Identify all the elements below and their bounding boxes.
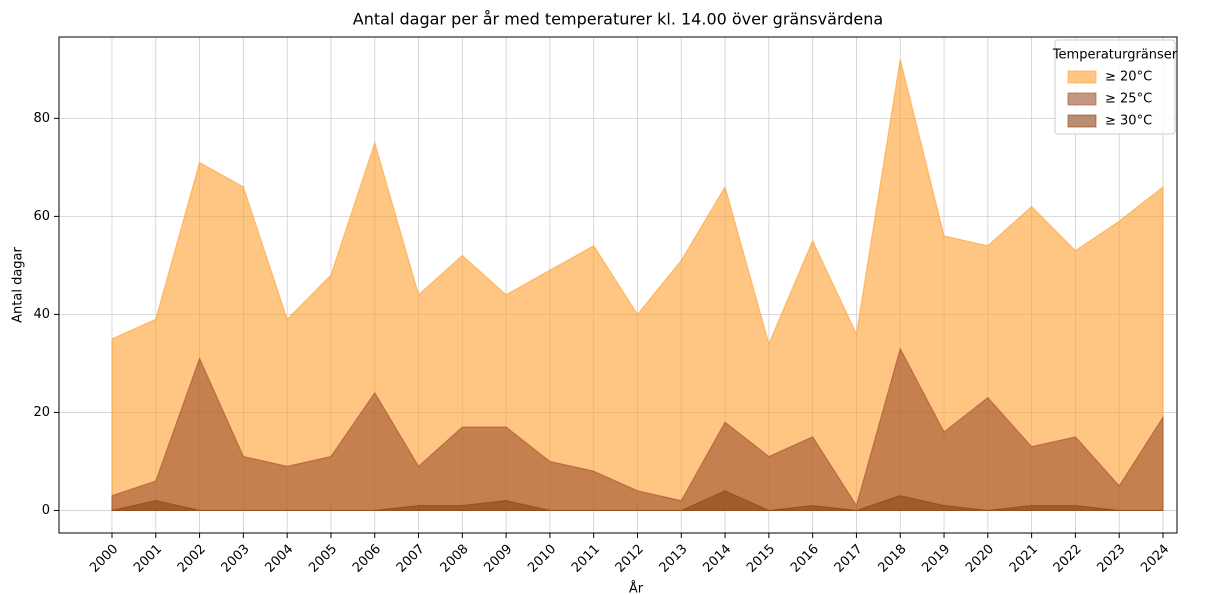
y-tick-label: 60 [33,209,50,224]
legend-swatch [1067,92,1097,106]
x-tick-label: 2015 [744,542,778,576]
x-tick-label: 2010 [525,542,559,576]
x-tick-label: 2023 [1094,542,1128,576]
x-tick-label: 2001 [131,542,165,576]
x-tick-label: 2021 [1007,542,1041,576]
legend-title: Temperaturgränser [1052,48,1178,63]
x-tick-label: 2000 [87,542,121,576]
legend-label: ≥ 25°C [1105,92,1152,107]
x-tick-label: 2002 [175,542,209,576]
legend-swatch [1067,114,1097,128]
legend-swatch [1067,70,1097,84]
x-tick-label: 2011 [569,542,603,576]
x-tick-label: 2020 [963,542,997,576]
x-tick-label: 2019 [919,542,953,576]
legend-box [1054,39,1176,135]
plot-frame [58,36,1178,534]
x-tick-label: 2018 [876,542,910,576]
y-tick-label: 0 [42,503,50,518]
area [111,490,1163,512]
y-axis-label: Antal dagar [11,246,26,322]
y-tick-label: 20 [33,405,50,420]
x-tick-label: 2022 [1051,542,1085,576]
x-tick-label: 2017 [832,542,866,576]
x-tick-label: 2008 [438,542,472,576]
legend-label: ≥ 30°C [1105,114,1152,129]
x-tick-label: 2003 [219,542,253,576]
x-tick-label: 2024 [1138,542,1172,576]
x-tick-label: 2012 [613,542,647,576]
x-axis-label: År [629,581,644,595]
area [111,347,1164,512]
x-tick-label: 2009 [481,542,515,576]
y-tick-label: 40 [33,307,50,322]
x-tick-label: 2007 [394,542,428,576]
x-tick-label: 2013 [657,542,691,576]
y-tick-label: 80 [33,111,50,126]
legend-label: ≥ 20°C [1105,70,1152,85]
x-tick-label: 2004 [262,542,296,576]
x-tick-label: 2014 [700,542,734,576]
chart-title: Antal dagar per år med temperaturer kl. … [353,10,883,29]
x-tick-label: 2005 [306,542,340,576]
x-tick-label: 2016 [788,542,822,576]
x-tick-label: 2006 [350,542,384,576]
